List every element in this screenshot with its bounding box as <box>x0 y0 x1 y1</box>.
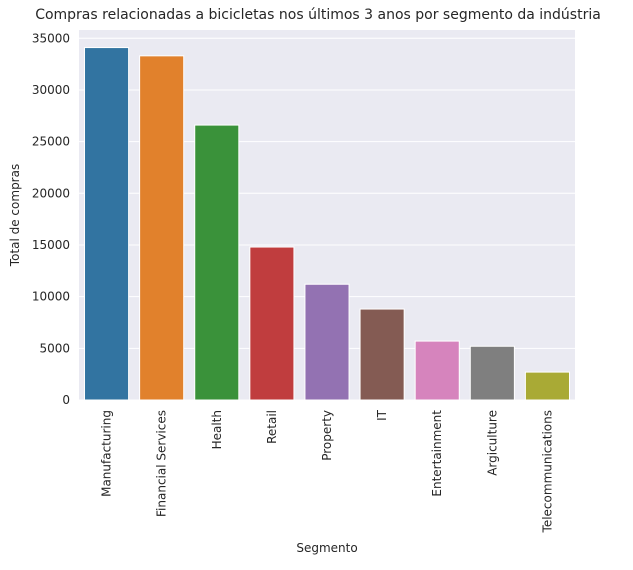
x-tick-label: Telecommunications <box>540 410 554 533</box>
x-tick-label: IT <box>375 409 389 421</box>
bar <box>139 55 185 401</box>
y-tick-label: 35000 <box>32 31 70 45</box>
x-tick-label: Entertainment <box>430 410 444 497</box>
x-tick-label: Retail <box>265 410 279 444</box>
x-tick-label: Financial Services <box>155 410 169 517</box>
y-tick-label: 10000 <box>32 290 70 304</box>
bar <box>194 124 240 401</box>
x-tick-labels: Manufacturing Financial Services Health Ret… <box>100 409 555 533</box>
y-tick-label: 20000 <box>32 186 70 200</box>
bar <box>414 340 460 401</box>
bar <box>524 371 570 401</box>
bar <box>469 345 515 401</box>
y-tick-label: 5000 <box>39 341 70 355</box>
y-tick-label: 0 <box>62 393 70 407</box>
bar <box>249 246 295 401</box>
y-tick-label: 15000 <box>32 238 70 252</box>
chart-title: Compras relacionadas a bicicletas nos úl… <box>35 7 601 23</box>
x-tick-label: Health <box>210 410 224 449</box>
y-tick-label: 25000 <box>32 135 70 149</box>
x-axis-title: Segmento <box>296 541 357 555</box>
bar <box>359 308 405 401</box>
y-axis-title: Total de compras <box>8 164 22 267</box>
bars <box>84 47 570 401</box>
bar <box>84 47 130 401</box>
y-tick-labels: 0 5000 10000 15000 20000 25000 30000 35000 <box>32 31 70 407</box>
y-tick-label: 30000 <box>32 83 70 97</box>
x-tick-label: Manufacturing <box>100 410 114 497</box>
x-tick-label: Argiculture <box>485 410 499 476</box>
bar <box>304 283 350 401</box>
x-tick-label: Property <box>320 410 334 461</box>
